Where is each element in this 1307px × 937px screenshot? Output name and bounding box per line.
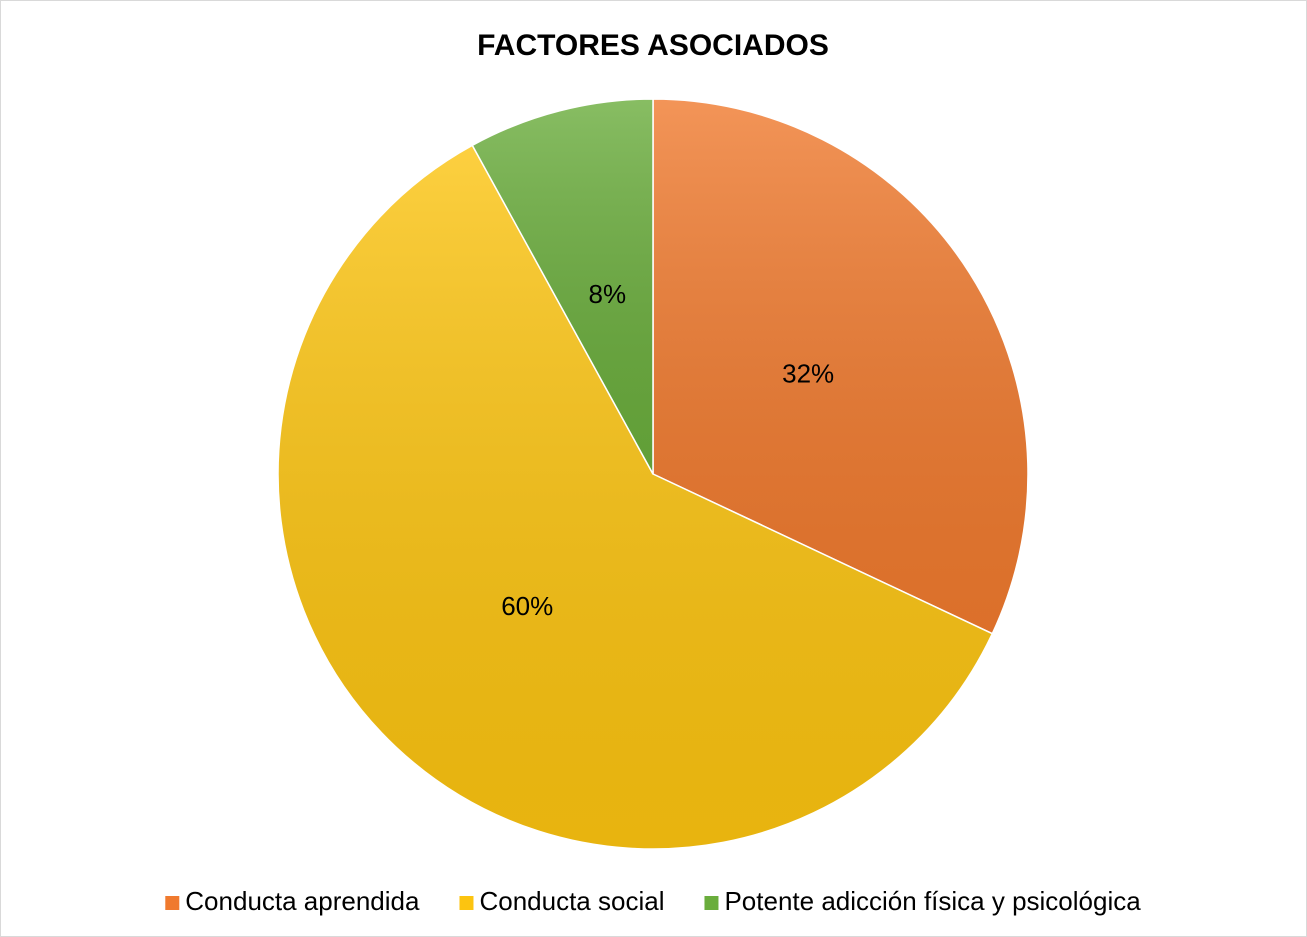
data-label: 60% (501, 591, 553, 621)
legend-swatch (165, 896, 180, 910)
data-label: 8% (589, 279, 627, 309)
legend-label: Conducta aprendida (185, 886, 420, 916)
slice-shade (652, 98, 1029, 635)
pie: 32% 60% 8% (277, 98, 1029, 850)
data-label: 32% (782, 358, 834, 388)
legend: Conducta aprendida Conducta social Potente… (165, 886, 1141, 916)
legend-swatch (704, 896, 719, 910)
legend-label: Potente adicción física y psicológica (724, 886, 1141, 916)
slice-shade (471, 98, 654, 475)
legend-swatch (459, 896, 474, 910)
slice-shade (277, 144, 994, 850)
legend-label: Conducta social (479, 886, 664, 916)
chart-title: FACTORES ASOCIADOS (477, 29, 829, 62)
